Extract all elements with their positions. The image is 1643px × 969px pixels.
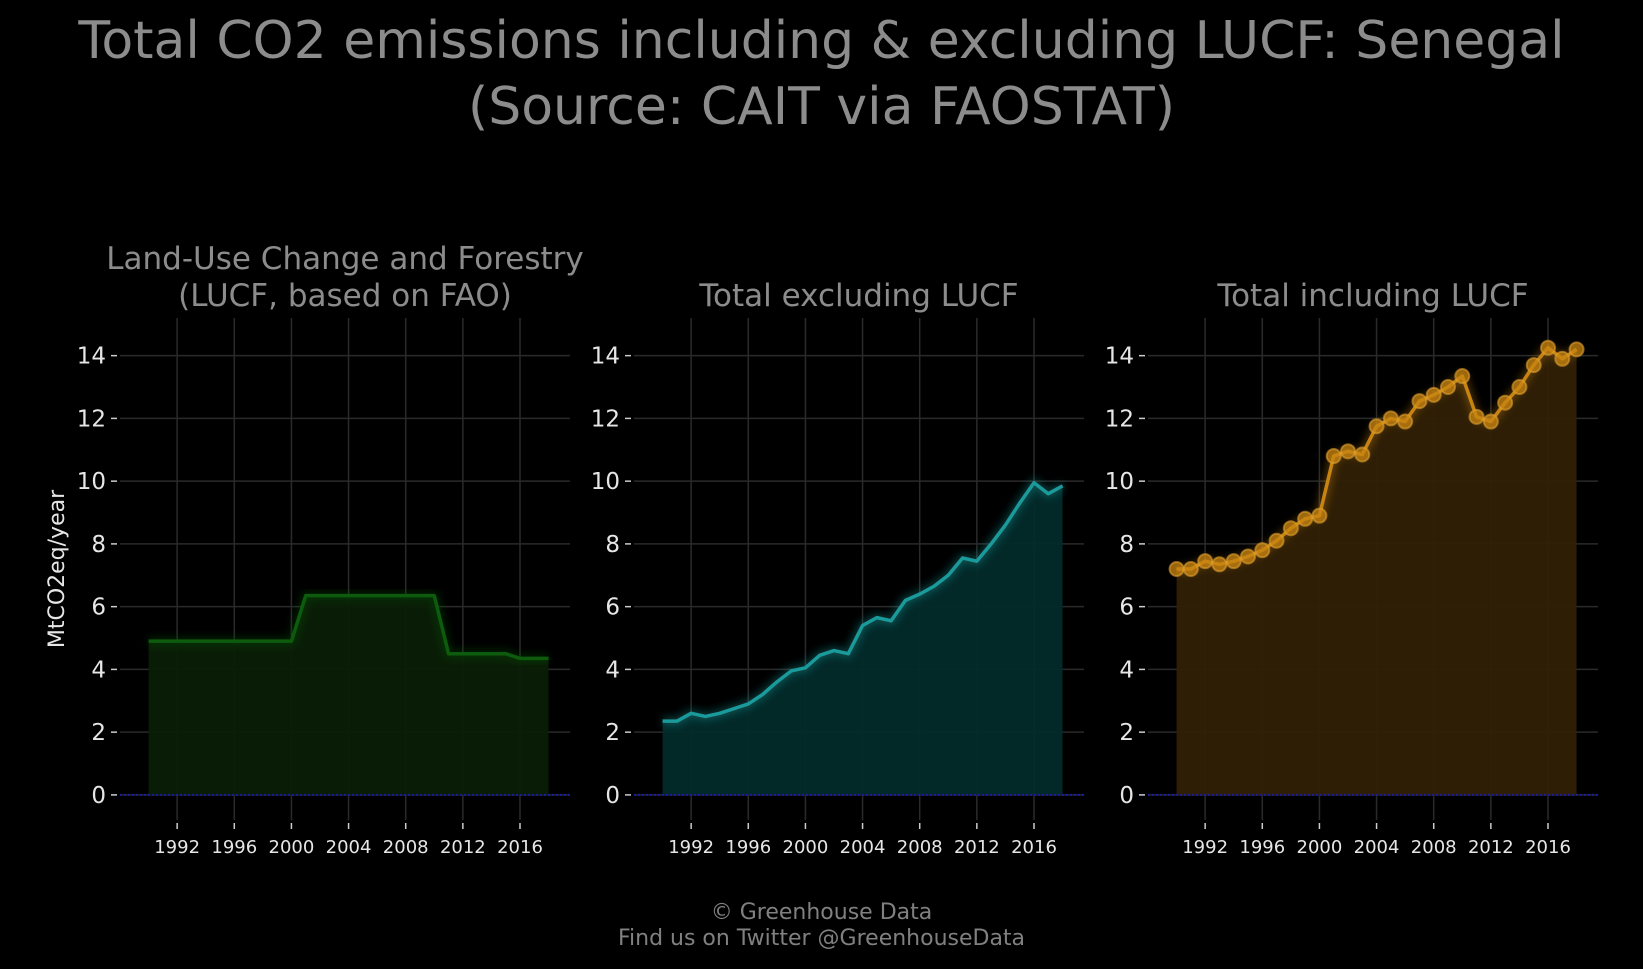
data-point: [1225, 553, 1242, 570]
y-tick-label: 4: [1119, 657, 1134, 683]
y-tick-label: 6: [91, 595, 106, 621]
data-point: [1382, 410, 1399, 427]
data-point: [1540, 339, 1556, 356]
data-point: [1311, 507, 1328, 524]
data-point: [1511, 379, 1528, 396]
y-tick-label: 8: [1119, 532, 1134, 558]
data-point: [1340, 443, 1356, 460]
y-tick-label: 14: [591, 344, 620, 370]
y-tick-label: 0: [605, 783, 620, 809]
y-tick-label: 12: [77, 406, 106, 432]
y-tick-label: 10: [591, 469, 620, 495]
series-line: [148, 593, 549, 661]
x-tick-label: 1992: [1182, 837, 1228, 858]
y-tick-label: 0: [91, 783, 106, 809]
y-tick-label: 8: [605, 532, 620, 558]
y-tick-label: 2: [605, 720, 620, 746]
x-tick-label: 2000: [1297, 837, 1343, 858]
y-tick-label: 4: [605, 657, 620, 683]
y-tick-label: 10: [77, 469, 106, 495]
panel-title: Land-Use Change and Forestry (LUCF, based…: [106, 241, 584, 314]
data-point: [1354, 446, 1371, 463]
data-point: [1497, 394, 1514, 411]
y-tick-label: 2: [91, 720, 106, 746]
data-point: [1182, 561, 1199, 577]
x-tick-label: 1996: [1239, 837, 1285, 858]
y-tick-label: 6: [605, 595, 620, 621]
x-tick-label: 2008: [897, 837, 943, 858]
panel-1: Land-Use Change and Forestry (LUCF, based…: [45, 241, 584, 858]
data-point: [1468, 408, 1485, 425]
y-tick-label: 0: [1119, 783, 1134, 809]
data-point: [1368, 418, 1385, 435]
data-point: [1197, 553, 1214, 570]
data-point: [1168, 561, 1185, 577]
y-tick-label: 2: [1119, 720, 1134, 746]
y-axis-label: MtCO2eq/year: [45, 489, 70, 648]
area-fill: [1176, 347, 1577, 795]
data-point: [1268, 532, 1285, 549]
x-tick-label: 2016: [1011, 837, 1057, 858]
data-point: [1211, 556, 1228, 573]
x-tick-label: 2004: [1354, 837, 1400, 858]
x-tick-label: 1992: [154, 837, 200, 858]
y-tick-label: 10: [1105, 469, 1134, 495]
chart-title-line2: (Source: CAIT via FAOSTAT): [467, 77, 1176, 137]
panel-title: Total excluding LUCF: [698, 278, 1018, 314]
twitter-text: Find us on Twitter @GreenhouseData: [617, 926, 1026, 951]
panel-title-line: (LUCF, based on FAO): [178, 278, 512, 314]
panel-title-line: Total excluding LUCF: [698, 278, 1018, 314]
markers: [1168, 339, 1585, 577]
data-point: [1325, 448, 1342, 465]
data-point: [1568, 341, 1585, 358]
x-tick-label: 2004: [326, 837, 372, 858]
x-tick-label: 2012: [440, 837, 486, 858]
panel-title: Total including LUCF: [1216, 278, 1528, 314]
x-tick-label: 2012: [1468, 837, 1514, 858]
data-point: [1525, 357, 1542, 374]
x-tick-label: 2004: [840, 837, 886, 858]
x-tick-label: 1996: [211, 837, 257, 858]
data-point: [1282, 520, 1299, 537]
y-tick-label: 14: [77, 344, 106, 370]
panel-title-line: Total including LUCF: [1216, 278, 1528, 314]
x-tick-label: 1992: [668, 837, 714, 858]
data-point: [1254, 542, 1271, 559]
x-tick-label: 1996: [725, 837, 771, 858]
panel-2: Total excluding LUCF 0 2 4 6 8 10 12 14 1992 1996 2…: [591, 278, 1084, 858]
x-tick-label: 2012: [954, 837, 1000, 858]
x-tick-label: 2016: [497, 837, 543, 858]
data-point: [1440, 379, 1456, 396]
y-tick-label: 8: [91, 532, 106, 558]
data-point: [1297, 510, 1314, 527]
data-point: [1482, 413, 1499, 430]
data-point: [1240, 548, 1256, 565]
data-point: [1425, 386, 1442, 403]
footer: © Greenhouse Data Find us on Twitter @Gr…: [0, 900, 1643, 952]
y-tick-label: 4: [91, 657, 106, 683]
data-point: [1397, 413, 1414, 430]
x-tick-label: 2000: [269, 837, 315, 858]
x-tick-label: 2000: [783, 837, 829, 858]
panel-3: Total including LUCF 0 2 4 6 8 10 12 14 1992 1996 2…: [1105, 278, 1598, 858]
area-fill: [148, 595, 549, 795]
x-tick-label: 2008: [1411, 837, 1457, 858]
y-tick-label: 14: [1105, 344, 1134, 370]
panel-title-line: Land-Use Change and Forestry: [106, 241, 584, 277]
chart-title: Total CO2 emissions including & excludin…: [0, 8, 1643, 140]
chart-title-line1: Total CO2 emissions including & excludin…: [78, 11, 1565, 71]
data-point: [1411, 393, 1428, 410]
x-tick-label: 2008: [383, 837, 429, 858]
data-point: [1554, 350, 1571, 367]
y-tick-label: 12: [591, 406, 620, 432]
y-tick-label: 6: [1119, 595, 1134, 621]
y-tick-label: 12: [1105, 406, 1134, 432]
series-line: [662, 480, 1064, 723]
copyright-text: © Greenhouse Data: [710, 900, 933, 925]
x-tick-label: 2016: [1525, 837, 1571, 858]
data-point: [1454, 368, 1471, 385]
